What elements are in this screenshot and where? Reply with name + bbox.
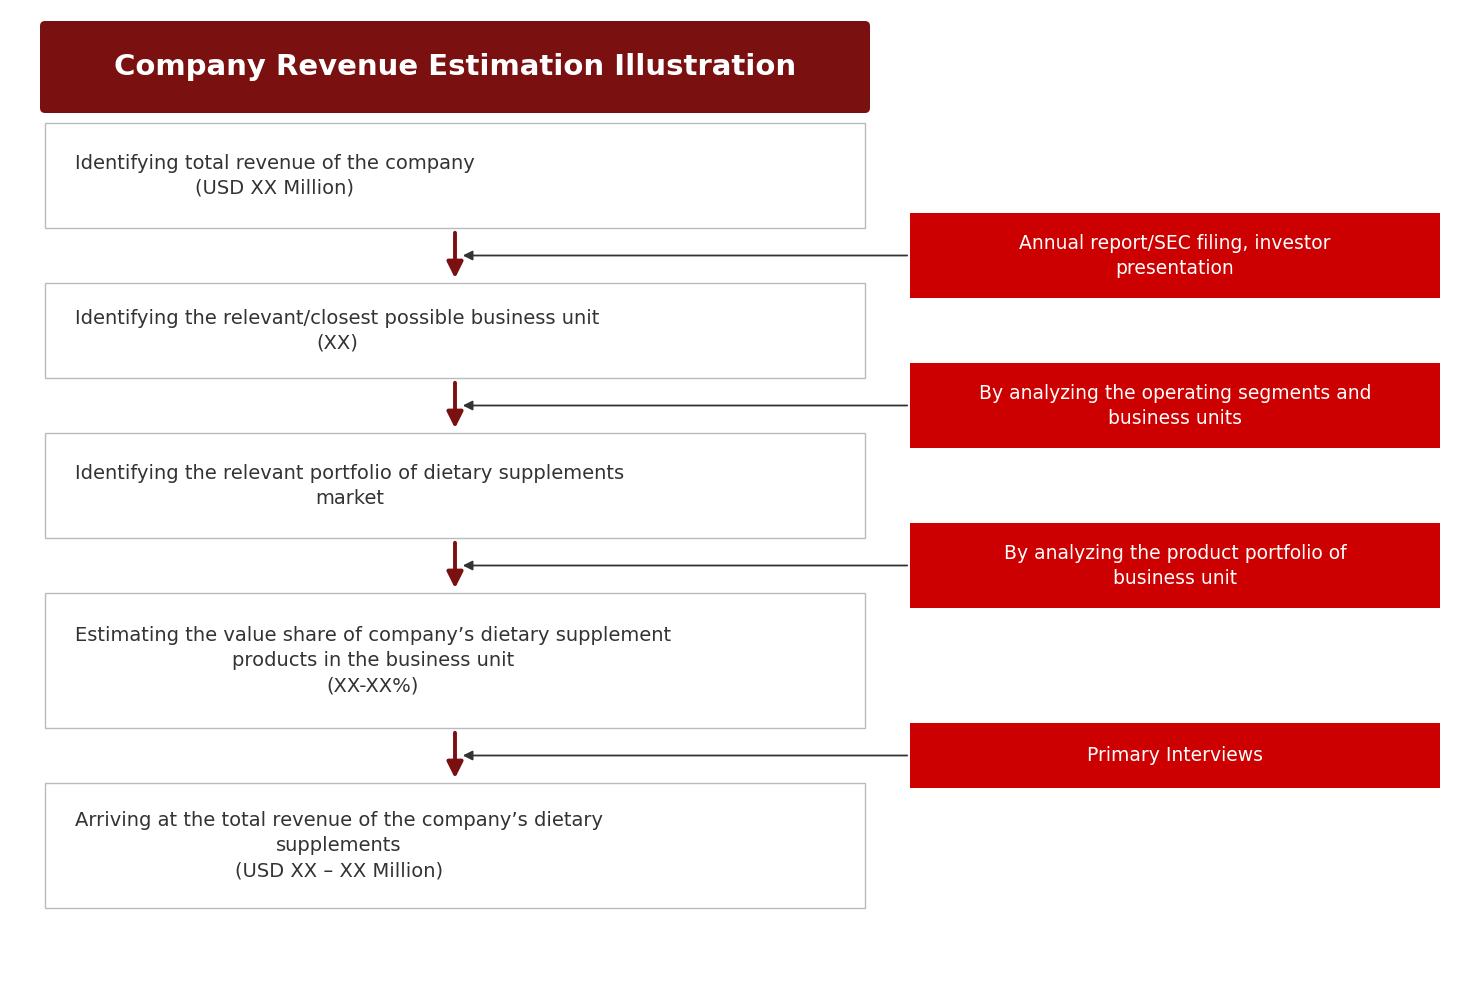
FancyBboxPatch shape xyxy=(909,213,1440,298)
Text: Arriving at the total revenue of the company’s dietary
supplements
(USD XX – XX : Arriving at the total revenue of the com… xyxy=(75,811,603,880)
FancyBboxPatch shape xyxy=(46,783,865,908)
Text: Primary Interviews: Primary Interviews xyxy=(1086,746,1263,765)
Text: Annual report/SEC filing, investor
presentation: Annual report/SEC filing, investor prese… xyxy=(1019,233,1331,278)
Text: Identifying total revenue of the company
(USD XX Million): Identifying total revenue of the company… xyxy=(75,153,475,197)
Text: By analyzing the operating segments and
business units: By analyzing the operating segments and … xyxy=(979,383,1371,427)
FancyBboxPatch shape xyxy=(46,433,865,538)
Text: By analyzing the product portfolio of
business unit: By analyzing the product portfolio of bu… xyxy=(1004,544,1346,588)
FancyBboxPatch shape xyxy=(909,723,1440,788)
Text: Identifying the relevant/closest possible business unit
(XX): Identifying the relevant/closest possibl… xyxy=(75,309,600,353)
FancyBboxPatch shape xyxy=(909,523,1440,608)
FancyBboxPatch shape xyxy=(909,363,1440,448)
Text: Identifying the relevant portfolio of dietary supplements
market: Identifying the relevant portfolio of di… xyxy=(75,463,624,508)
Text: Company Revenue Estimation Illustration: Company Revenue Estimation Illustration xyxy=(113,53,796,81)
FancyBboxPatch shape xyxy=(46,593,865,728)
Text: Estimating the value share of company’s dietary supplement
products in the busin: Estimating the value share of company’s … xyxy=(75,626,671,695)
FancyBboxPatch shape xyxy=(46,123,865,228)
FancyBboxPatch shape xyxy=(46,283,865,378)
FancyBboxPatch shape xyxy=(40,21,870,113)
